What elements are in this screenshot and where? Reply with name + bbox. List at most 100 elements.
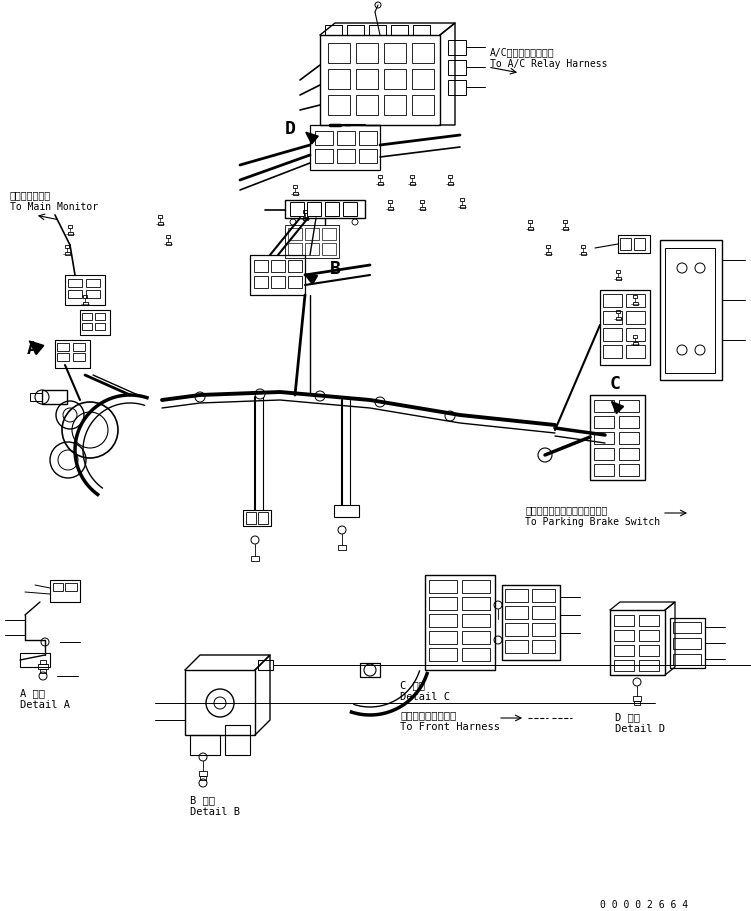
Bar <box>200 776 206 780</box>
Bar <box>594 448 614 460</box>
Bar <box>632 342 638 345</box>
Bar <box>40 660 46 664</box>
Bar <box>616 277 620 280</box>
Text: C 詳細: C 詳細 <box>400 680 425 690</box>
Bar <box>158 222 162 225</box>
Bar <box>581 252 586 255</box>
Text: To Main Monitor: To Main Monitor <box>10 202 98 212</box>
Bar <box>673 654 701 665</box>
Bar <box>448 182 453 185</box>
Bar <box>619 416 639 428</box>
Bar <box>614 615 634 626</box>
Text: A 詳細: A 詳細 <box>20 688 45 698</box>
Bar <box>356 43 378 63</box>
Bar <box>293 185 297 188</box>
Bar <box>50 580 80 602</box>
Bar <box>619 464 639 476</box>
Bar <box>68 290 82 298</box>
Bar <box>254 276 268 288</box>
Text: メインモニタへ: メインモニタへ <box>10 190 51 200</box>
Text: 0 0 0 0 2 6 6 4: 0 0 0 0 2 6 6 4 <box>600 900 688 910</box>
Bar <box>288 228 302 240</box>
Bar <box>429 631 457 644</box>
Bar <box>254 260 268 272</box>
Text: C: C <box>610 375 621 393</box>
Bar <box>412 95 434 115</box>
Bar <box>384 95 406 115</box>
Bar <box>68 279 82 287</box>
Bar <box>633 696 641 701</box>
Text: B: B <box>330 260 341 278</box>
Bar <box>243 510 271 526</box>
Bar <box>502 585 560 660</box>
Bar <box>594 432 614 444</box>
Bar <box>616 270 620 273</box>
Bar <box>670 618 705 668</box>
Bar <box>619 400 639 412</box>
Text: A/Cリレーハーネスへ: A/Cリレーハーネスへ <box>490 47 555 57</box>
Bar <box>460 198 464 201</box>
Bar <box>40 669 46 673</box>
Bar <box>590 395 645 480</box>
Bar <box>619 432 639 444</box>
Bar <box>65 275 105 305</box>
Bar <box>462 597 490 610</box>
Bar <box>412 69 434 89</box>
Bar <box>338 545 346 550</box>
Bar <box>594 400 614 412</box>
Bar <box>505 623 528 636</box>
Text: パーキングブレーキスイッチへ: パーキングブレーキスイッチへ <box>525 505 608 515</box>
Polygon shape <box>305 274 318 284</box>
Bar <box>82 313 92 320</box>
Bar <box>165 242 170 245</box>
Bar <box>545 252 550 255</box>
Bar <box>65 583 77 591</box>
Bar <box>356 69 378 89</box>
Bar <box>80 310 110 335</box>
Bar <box>359 131 377 145</box>
Bar <box>673 638 701 649</box>
Bar <box>347 25 364 35</box>
Bar <box>462 648 490 661</box>
Bar <box>614 645 634 656</box>
Text: Detail B: Detail B <box>190 807 240 817</box>
Bar <box>527 227 532 230</box>
Bar <box>626 294 645 307</box>
Text: D: D <box>285 120 296 138</box>
Bar <box>546 245 550 248</box>
Bar <box>462 580 490 593</box>
Bar <box>639 630 659 641</box>
Text: Detail C: Detail C <box>400 692 450 702</box>
Bar <box>610 610 665 675</box>
Text: フロントハーネスへ: フロントハーネスへ <box>400 710 457 720</box>
Bar <box>328 95 350 115</box>
Bar <box>86 279 100 287</box>
Bar <box>292 192 297 195</box>
Bar <box>55 340 90 368</box>
Bar <box>334 505 359 517</box>
Bar <box>619 448 639 460</box>
Bar <box>258 660 273 670</box>
Text: To Parking Brake Switch: To Parking Brake Switch <box>525 517 660 527</box>
Bar <box>325 25 342 35</box>
Bar <box>322 243 336 255</box>
Bar <box>86 290 100 298</box>
Bar <box>288 260 302 272</box>
Bar <box>337 149 355 163</box>
Bar <box>322 228 336 240</box>
Bar <box>673 622 701 633</box>
Bar <box>285 225 339 258</box>
Bar <box>633 335 637 338</box>
Bar <box>614 660 634 671</box>
Bar <box>290 202 304 216</box>
Bar <box>420 207 424 210</box>
Bar <box>271 276 285 288</box>
Bar <box>320 35 440 125</box>
Bar <box>369 25 386 35</box>
Bar <box>660 240 722 380</box>
Bar <box>57 353 69 361</box>
Bar <box>53 583 63 591</box>
Bar <box>448 60 466 75</box>
Bar <box>603 345 622 358</box>
Bar <box>258 512 268 524</box>
